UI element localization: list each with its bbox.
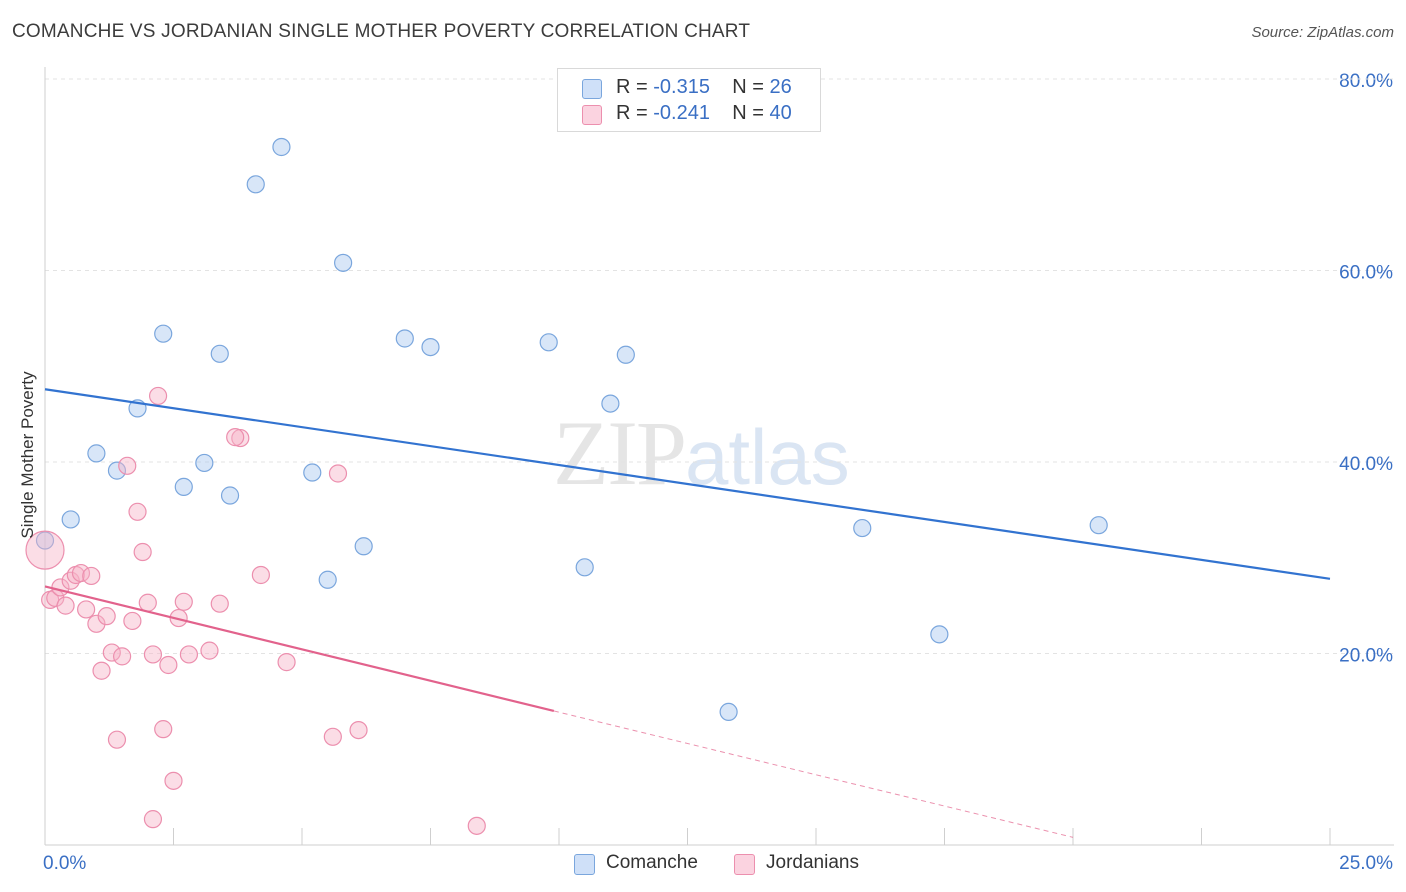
comanche-point xyxy=(354,537,373,556)
bottom-legend-label-jordanians: Jordanians xyxy=(766,852,859,873)
y-axis-label: Single Mother Poverty xyxy=(18,371,37,539)
jordanians-point xyxy=(200,641,219,660)
jordanians-point xyxy=(82,566,101,586)
jordanians-point xyxy=(154,720,173,739)
comanche-point xyxy=(107,461,127,480)
chart-title: COMANCHE VS JORDANIAN SINGLE MOTHER POVE… xyxy=(12,21,751,42)
comanche-point xyxy=(61,510,80,529)
watermark-zip: ZIP xyxy=(553,402,687,504)
jordanians-point xyxy=(61,571,80,590)
jordanians-point xyxy=(174,592,193,611)
comanche-point xyxy=(154,324,173,343)
comanche-point xyxy=(195,453,214,473)
x-tick-label: 25.0% xyxy=(1339,853,1393,874)
y-tick-label: 40.0% xyxy=(1339,454,1393,475)
comanche-point xyxy=(539,333,558,352)
y-tick-label: 20.0% xyxy=(1339,646,1393,667)
legend-n-value: 40 xyxy=(769,102,792,124)
comanche-point xyxy=(334,253,353,272)
y-tick-label: 60.0% xyxy=(1339,263,1393,284)
bottom-legend-swatch-jordanians xyxy=(734,854,755,875)
stats-legend: R = -0.315 N = 26 R = -0.241 N = 40 xyxy=(557,68,821,132)
jordanians-point xyxy=(123,611,142,631)
jordanians-point xyxy=(328,464,348,483)
jordanians-point xyxy=(210,594,229,613)
comanche-point xyxy=(930,625,949,644)
source-label: Source: ZipAtlas.com xyxy=(1251,24,1394,41)
jordanians-point xyxy=(118,456,137,475)
jordanians-point xyxy=(143,645,163,664)
jordanians-point xyxy=(77,600,96,619)
legend-n-label: N = xyxy=(732,76,770,98)
comanche-point xyxy=(719,702,738,722)
jordanians-point xyxy=(277,653,296,672)
watermark: ZIPatlas xyxy=(553,400,850,506)
jordanians-point xyxy=(87,614,106,633)
jordanians-point xyxy=(97,607,116,626)
jordanians-point xyxy=(133,542,152,562)
y-tick-label: 80.0% xyxy=(1339,71,1393,92)
x-tick-label: 0.0% xyxy=(43,853,86,874)
jordanians-point xyxy=(231,428,250,448)
jordanians-point xyxy=(148,386,168,406)
jordanians-point xyxy=(71,563,91,583)
jordanians-point xyxy=(138,593,157,612)
jordanians-point xyxy=(467,816,486,835)
legend-r-label: R = xyxy=(616,76,654,98)
legend-swatch-jordanians xyxy=(582,105,602,125)
comanche-point xyxy=(1089,516,1108,535)
comanche-point xyxy=(601,394,620,413)
bottom-legend-label-comanche: Comanche xyxy=(606,852,698,873)
legend-n-value: 26 xyxy=(769,76,792,98)
comanche-point xyxy=(272,137,291,157)
jordanians-point xyxy=(112,647,132,666)
jordanians-point xyxy=(107,730,127,749)
comanche-point xyxy=(421,338,440,357)
jordanians-point xyxy=(159,655,178,675)
legend-n-label: N = xyxy=(732,102,770,124)
comanche-point xyxy=(395,329,414,348)
jordanians-point xyxy=(25,530,65,570)
comanche-point xyxy=(318,570,337,589)
jordanians-point xyxy=(226,428,245,447)
bottom-legend-swatch-comanche xyxy=(574,854,595,875)
legend-r-value: -0.241 xyxy=(653,102,710,124)
comanche-point xyxy=(220,486,240,505)
jordanians-point xyxy=(143,810,163,829)
legend-r-label: R = xyxy=(616,102,654,124)
comanche-trend-line xyxy=(44,388,1331,580)
jordanians-point xyxy=(323,727,342,746)
comanche-point xyxy=(35,531,55,550)
comanche-point xyxy=(210,344,229,363)
jordanians-point xyxy=(179,645,199,664)
jordanians-point xyxy=(56,596,75,615)
comanche-point xyxy=(87,444,106,463)
legend-swatch-comanche xyxy=(582,79,602,99)
jordanians-point xyxy=(349,720,368,740)
comanche-point xyxy=(246,175,265,194)
jordanians-trend-line-extension xyxy=(553,710,1074,838)
comanche-point xyxy=(303,463,322,482)
comanche-point xyxy=(174,477,193,496)
jordanians-point xyxy=(164,771,183,790)
comanche-point xyxy=(616,345,635,364)
jordanians-point xyxy=(128,502,147,521)
jordanians-point xyxy=(92,661,111,680)
comanche-point xyxy=(575,558,594,577)
jordanians-trend-line xyxy=(44,585,555,713)
jordanians-point xyxy=(102,643,121,662)
comanche-point xyxy=(853,518,872,538)
legend-r-value: -0.315 xyxy=(653,76,710,98)
jordanians-point xyxy=(251,565,270,585)
watermark-atlas: atlas xyxy=(685,413,850,501)
